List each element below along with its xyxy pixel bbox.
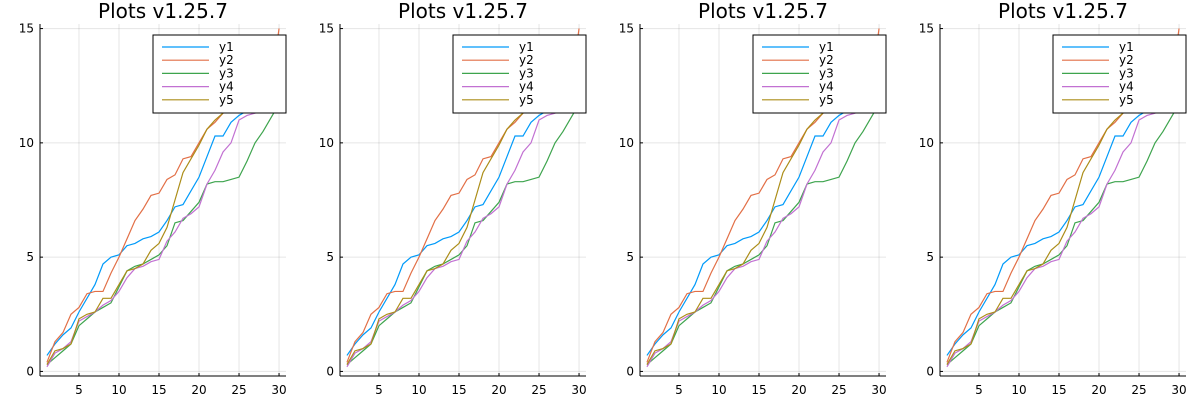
x-tick-label: 10 (1011, 383, 1026, 397)
legend-label: y1 (519, 40, 534, 54)
x-tick-label: 20 (191, 383, 206, 397)
legend-label: y2 (819, 53, 834, 67)
x-tick-label: 5 (75, 383, 83, 397)
legend-label: y5 (519, 93, 534, 107)
legend-label: y5 (1119, 93, 1134, 107)
x-tick-label: 20 (491, 383, 506, 397)
y-tick-label: 5 (626, 250, 634, 264)
x-tick-label: 10 (111, 383, 126, 397)
legend-label: y3 (819, 66, 834, 80)
series-line-y1 (46, 37, 280, 356)
y-tick-label: 10 (19, 136, 34, 150)
y-tick-label: 5 (326, 250, 334, 264)
y-tick-label: 15 (319, 22, 334, 36)
legend-label: y3 (1119, 66, 1134, 80)
y-tick-label: 0 (326, 364, 334, 378)
x-tick-label: 15 (1051, 383, 1066, 397)
chart-title: Plots v1.25.7 (398, 0, 528, 23)
y-tick-label: 5 (26, 250, 34, 264)
x-tick-label: 30 (271, 383, 286, 397)
x-tick-label: 5 (375, 383, 383, 397)
y-tick-label: 0 (626, 364, 634, 378)
series-line-y1 (646, 37, 880, 356)
x-tick-label: 30 (1171, 383, 1186, 397)
chart-title: Plots v1.25.7 (98, 0, 228, 23)
y-tick-label: 10 (919, 136, 934, 150)
series-line-y5 (46, 80, 280, 365)
legend-label: y2 (519, 53, 534, 67)
y-tick-label: 10 (319, 136, 334, 150)
series-line-y5 (346, 80, 580, 365)
x-tick-label: 15 (451, 383, 466, 397)
x-tick-label: 25 (531, 383, 546, 397)
legend-label: y1 (219, 40, 234, 54)
y-tick-label: 0 (926, 364, 934, 378)
x-tick-label: 30 (571, 383, 586, 397)
series-line-y5 (646, 80, 880, 365)
legend-label: y5 (219, 93, 234, 107)
y-tick-label: 15 (919, 22, 934, 36)
series-line-y4 (646, 105, 880, 368)
series-line-y4 (946, 105, 1180, 368)
series-line-y5 (946, 80, 1180, 365)
legend-label: y4 (1119, 80, 1134, 94)
x-tick-label: 20 (791, 383, 806, 397)
legend-label: y4 (819, 80, 834, 94)
x-tick-label: 15 (151, 383, 166, 397)
legend-label: y2 (219, 53, 234, 67)
x-tick-label: 20 (1091, 383, 1106, 397)
y-tick-label: 0 (26, 364, 34, 378)
x-tick-label: 25 (1131, 383, 1146, 397)
x-tick-label: 10 (411, 383, 426, 397)
legend-label: y3 (219, 66, 234, 80)
legend-label: y2 (1119, 53, 1134, 67)
x-tick-label: 10 (711, 383, 726, 397)
y-tick-label: 15 (19, 22, 34, 36)
y-tick-label: 10 (619, 136, 634, 150)
chart-title: Plots v1.25.7 (998, 0, 1128, 23)
series-line-y1 (346, 37, 580, 356)
y-tick-label: 5 (926, 250, 934, 264)
x-tick-label: 5 (975, 383, 983, 397)
series-line-y1 (946, 37, 1180, 356)
legend-label: y3 (519, 66, 534, 80)
series-line-y4 (346, 105, 580, 368)
legend-label: y1 (1119, 40, 1134, 54)
x-tick-label: 5 (675, 383, 683, 397)
legend-label: y5 (819, 93, 834, 107)
chart-title: Plots v1.25.7 (698, 0, 828, 23)
legend-label: y1 (819, 40, 834, 54)
x-tick-label: 15 (751, 383, 766, 397)
x-tick-label: 30 (871, 383, 886, 397)
series-line-y4 (46, 105, 280, 368)
legend-label: y4 (519, 80, 534, 94)
x-tick-label: 25 (231, 383, 246, 397)
legend-label: y4 (219, 80, 234, 94)
x-tick-label: 25 (831, 383, 846, 397)
y-tick-label: 15 (619, 22, 634, 36)
